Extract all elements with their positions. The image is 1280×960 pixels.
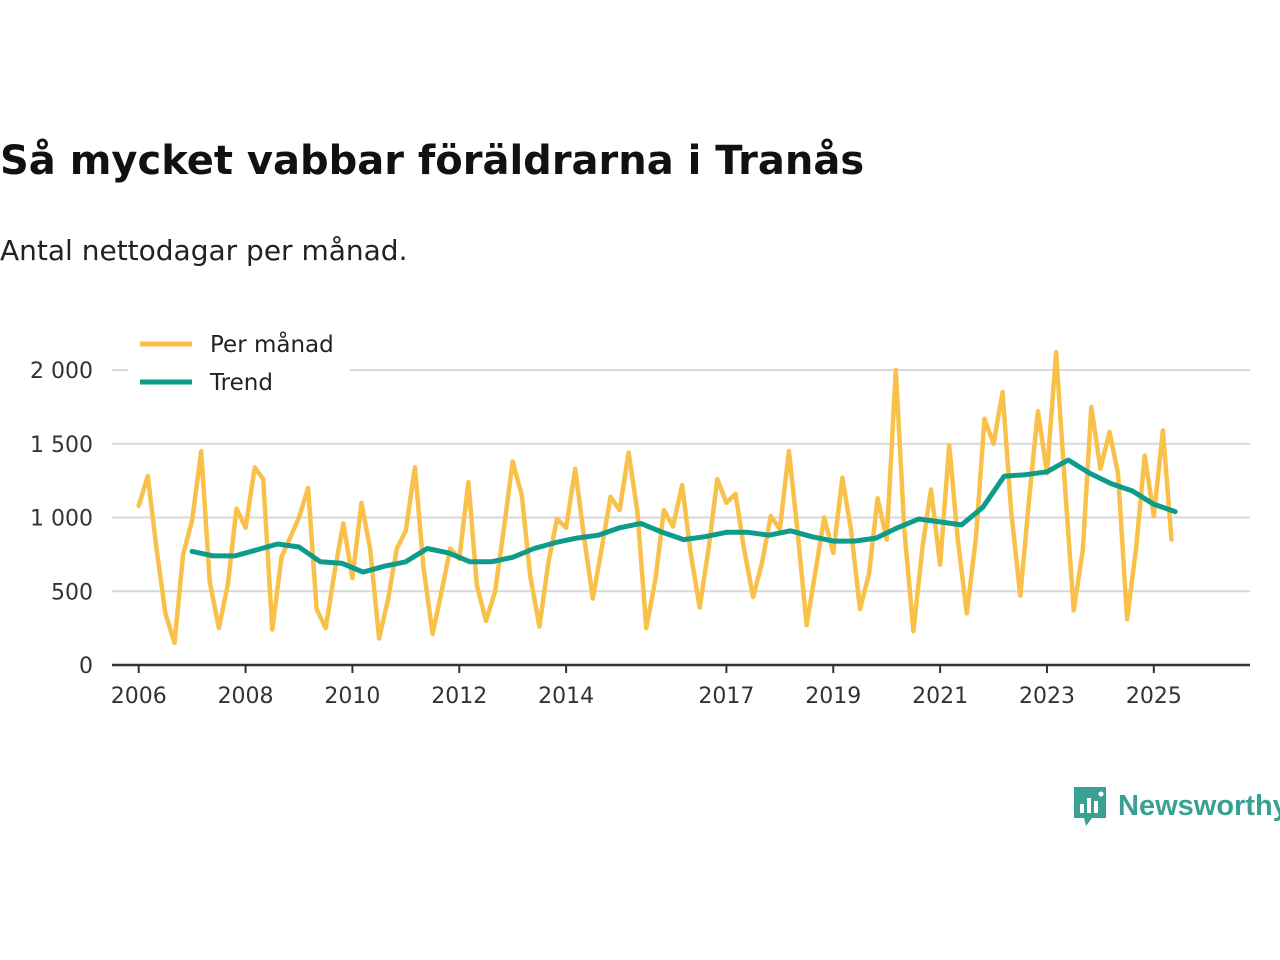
legend-background xyxy=(128,328,350,400)
chart-title: Så mycket vabbar föräldrarna i Tranås xyxy=(0,138,865,184)
x-tick-label: 2017 xyxy=(698,684,754,709)
legend: Per månad Trend xyxy=(128,328,350,400)
x-tick-label: 2025 xyxy=(1126,684,1182,709)
series-lines xyxy=(136,350,1178,646)
y-tick-label: 2 000 xyxy=(30,359,93,384)
x-tick-label: 2006 xyxy=(111,684,167,709)
x-tick-label: 2012 xyxy=(431,684,487,709)
x-tick-label: 2023 xyxy=(1019,684,1075,709)
legend-label: Per månad xyxy=(210,330,334,358)
y-tick-label: 1 500 xyxy=(30,433,93,458)
x-tick-label: 2010 xyxy=(324,684,380,709)
axes: 0 500 1 000 1 500 2 000 2006 2008 2010 2012 2014 2… xyxy=(30,359,1250,709)
x-tick-label: 2019 xyxy=(805,684,861,709)
x-tick-label: 2021 xyxy=(912,684,968,709)
y-tick-label: 1 000 xyxy=(30,507,93,532)
newsworthy-brand[interactable]: Newsworthy xyxy=(1072,784,1280,828)
legend-label: Trend xyxy=(209,370,273,396)
x-tick-label: 2008 xyxy=(218,684,274,709)
newsworthy-chart-icon xyxy=(1074,787,1106,826)
series-line-trend xyxy=(189,457,1178,575)
brand-name: Newsworthy xyxy=(1118,789,1280,822)
x-tick-label: 2014 xyxy=(538,684,594,709)
series-line-per-manad xyxy=(136,350,1174,646)
chart-subtitle: Antal nettodagar per månad. xyxy=(0,234,408,267)
y-tick-label: 500 xyxy=(51,580,93,605)
y-tick-label: 0 xyxy=(79,654,93,679)
